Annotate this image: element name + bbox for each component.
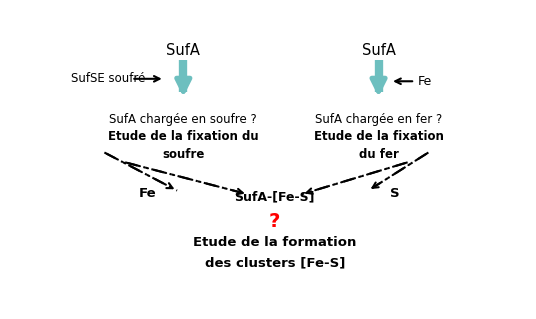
- Text: Fe: Fe: [139, 187, 157, 199]
- Text: des clusters [Fe-S]: des clusters [Fe-S]: [205, 256, 345, 270]
- Text: SufSE soufré: SufSE soufré: [71, 72, 146, 85]
- Text: SufA chargée en soufre ?: SufA chargée en soufre ?: [109, 113, 257, 126]
- Text: Etude de la fixation du
soufre: Etude de la fixation du soufre: [108, 130, 259, 161]
- Text: SufA chargée en fer ?: SufA chargée en fer ?: [315, 113, 442, 126]
- Text: Fe: Fe: [418, 75, 432, 88]
- Text: ?: ?: [269, 212, 280, 231]
- Text: SufA-[Fe-S]: SufA-[Fe-S]: [234, 190, 315, 203]
- Text: Etude de la formation: Etude de la formation: [193, 236, 356, 249]
- Text: S: S: [390, 187, 400, 199]
- Text: Etude de la fixation
du fer: Etude de la fixation du fer: [314, 130, 443, 161]
- Text: SufA: SufA: [166, 43, 200, 58]
- Text: SufA: SufA: [362, 43, 396, 58]
